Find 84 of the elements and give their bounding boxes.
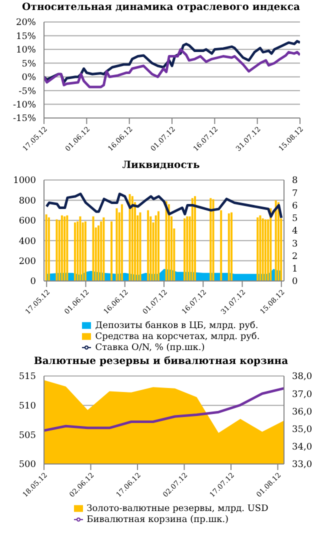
bar — [139, 212, 142, 281]
y2-tick-label: 38,0 — [292, 372, 312, 382]
y-tick-label: 15% — [16, 32, 36, 42]
bar — [97, 225, 100, 281]
bar — [45, 214, 48, 281]
bar — [66, 215, 68, 281]
y-tick-label: 0% — [22, 73, 36, 84]
bar — [220, 210, 222, 281]
y2-tick-label: 6 — [292, 201, 298, 212]
bar — [230, 212, 233, 281]
y2-tick-label: 5 — [292, 214, 298, 224]
y-tick-label: 400 — [18, 236, 36, 247]
y-tick-label: 20% — [16, 18, 36, 28]
y2-tick-label: 1 — [292, 264, 298, 275]
y-tick-label: 500 — [18, 460, 36, 470]
bar — [262, 218, 264, 281]
bar — [210, 198, 212, 281]
bar — [100, 221, 102, 281]
bar — [186, 216, 188, 281]
legend-label: Средства на корсчетах, млрд. руб. — [95, 332, 260, 342]
bar — [264, 219, 266, 281]
bar — [48, 217, 50, 281]
bar — [79, 216, 82, 281]
legend-label: Ставка O/N, % (пр.шк.) — [95, 343, 205, 353]
bar — [270, 208, 272, 281]
legend-label: Бивалютная корзина (пр.шк.) — [86, 515, 229, 525]
y-tick-label: 5% — [22, 59, 36, 70]
y-tick-label: 800 — [18, 196, 36, 206]
y-tick-label: 200 — [18, 256, 36, 267]
legend-label: Золото-валютные резервы, млрд. USD — [86, 504, 268, 514]
bar — [131, 196, 134, 281]
bar — [274, 200, 277, 281]
y2-tick-label: 35,0 — [292, 424, 312, 435]
bar — [184, 218, 186, 281]
bar — [84, 221, 86, 281]
y2-tick-label: 2 — [292, 252, 298, 262]
y2-tick-label: 36,0 — [292, 407, 312, 418]
bar — [92, 216, 94, 281]
line-series — [45, 192, 283, 220]
bar — [259, 215, 262, 281]
y-tick-label: -10% — [12, 100, 36, 110]
bar — [277, 202, 280, 281]
bar — [228, 213, 230, 281]
y2-tick-label: 37,0 — [292, 390, 312, 400]
y-tick-label: 10% — [16, 46, 36, 56]
y2-tick-label: 34,0 — [292, 442, 312, 453]
y2-tick-label: 3 — [292, 239, 298, 250]
bar — [120, 204, 123, 281]
y2-tick-label: 0 — [292, 277, 298, 288]
bar — [60, 215, 63, 281]
chart-title: Валютные резервы и бивалютная корзина — [32, 355, 290, 369]
legend-label: Депозиты банков в ЦБ, млрд. руб. — [95, 321, 258, 331]
y2-tick-label: 7 — [292, 188, 298, 199]
y2-tick-label: 8 — [292, 176, 298, 186]
chart-title: Ликвидность — [121, 159, 201, 173]
line-series — [44, 48, 300, 88]
bar — [64, 216, 66, 281]
bar — [147, 210, 150, 281]
bar — [157, 211, 160, 281]
y-tick-label: 505 — [18, 430, 36, 441]
bar — [212, 199, 214, 281]
y2-tick-label: 4 — [292, 226, 298, 237]
bar — [128, 194, 131, 281]
bar — [56, 219, 58, 281]
bar — [194, 196, 196, 281]
y-tick-label: 515 — [18, 372, 36, 382]
bar — [168, 204, 170, 281]
y-tick-label: 600 — [18, 216, 36, 227]
y-tick-label: 1000 — [13, 176, 36, 186]
bar — [191, 198, 194, 281]
bar — [116, 208, 118, 281]
line-series — [44, 387, 284, 432]
bar — [74, 222, 76, 281]
y-tick-label: -5% — [18, 86, 36, 97]
bar — [154, 215, 157, 281]
y-tick-label: -15% — [12, 114, 36, 124]
chart-title: Относительная динамика отраслевого индекса — [21, 1, 301, 15]
bar — [256, 217, 259, 281]
bar — [165, 201, 168, 281]
bar — [110, 221, 113, 281]
y2-tick-label: 33,0 — [292, 460, 312, 470]
y-tick-label: 0 — [30, 277, 36, 288]
y-tick-label: 510 — [18, 402, 36, 412]
bar — [102, 217, 105, 281]
